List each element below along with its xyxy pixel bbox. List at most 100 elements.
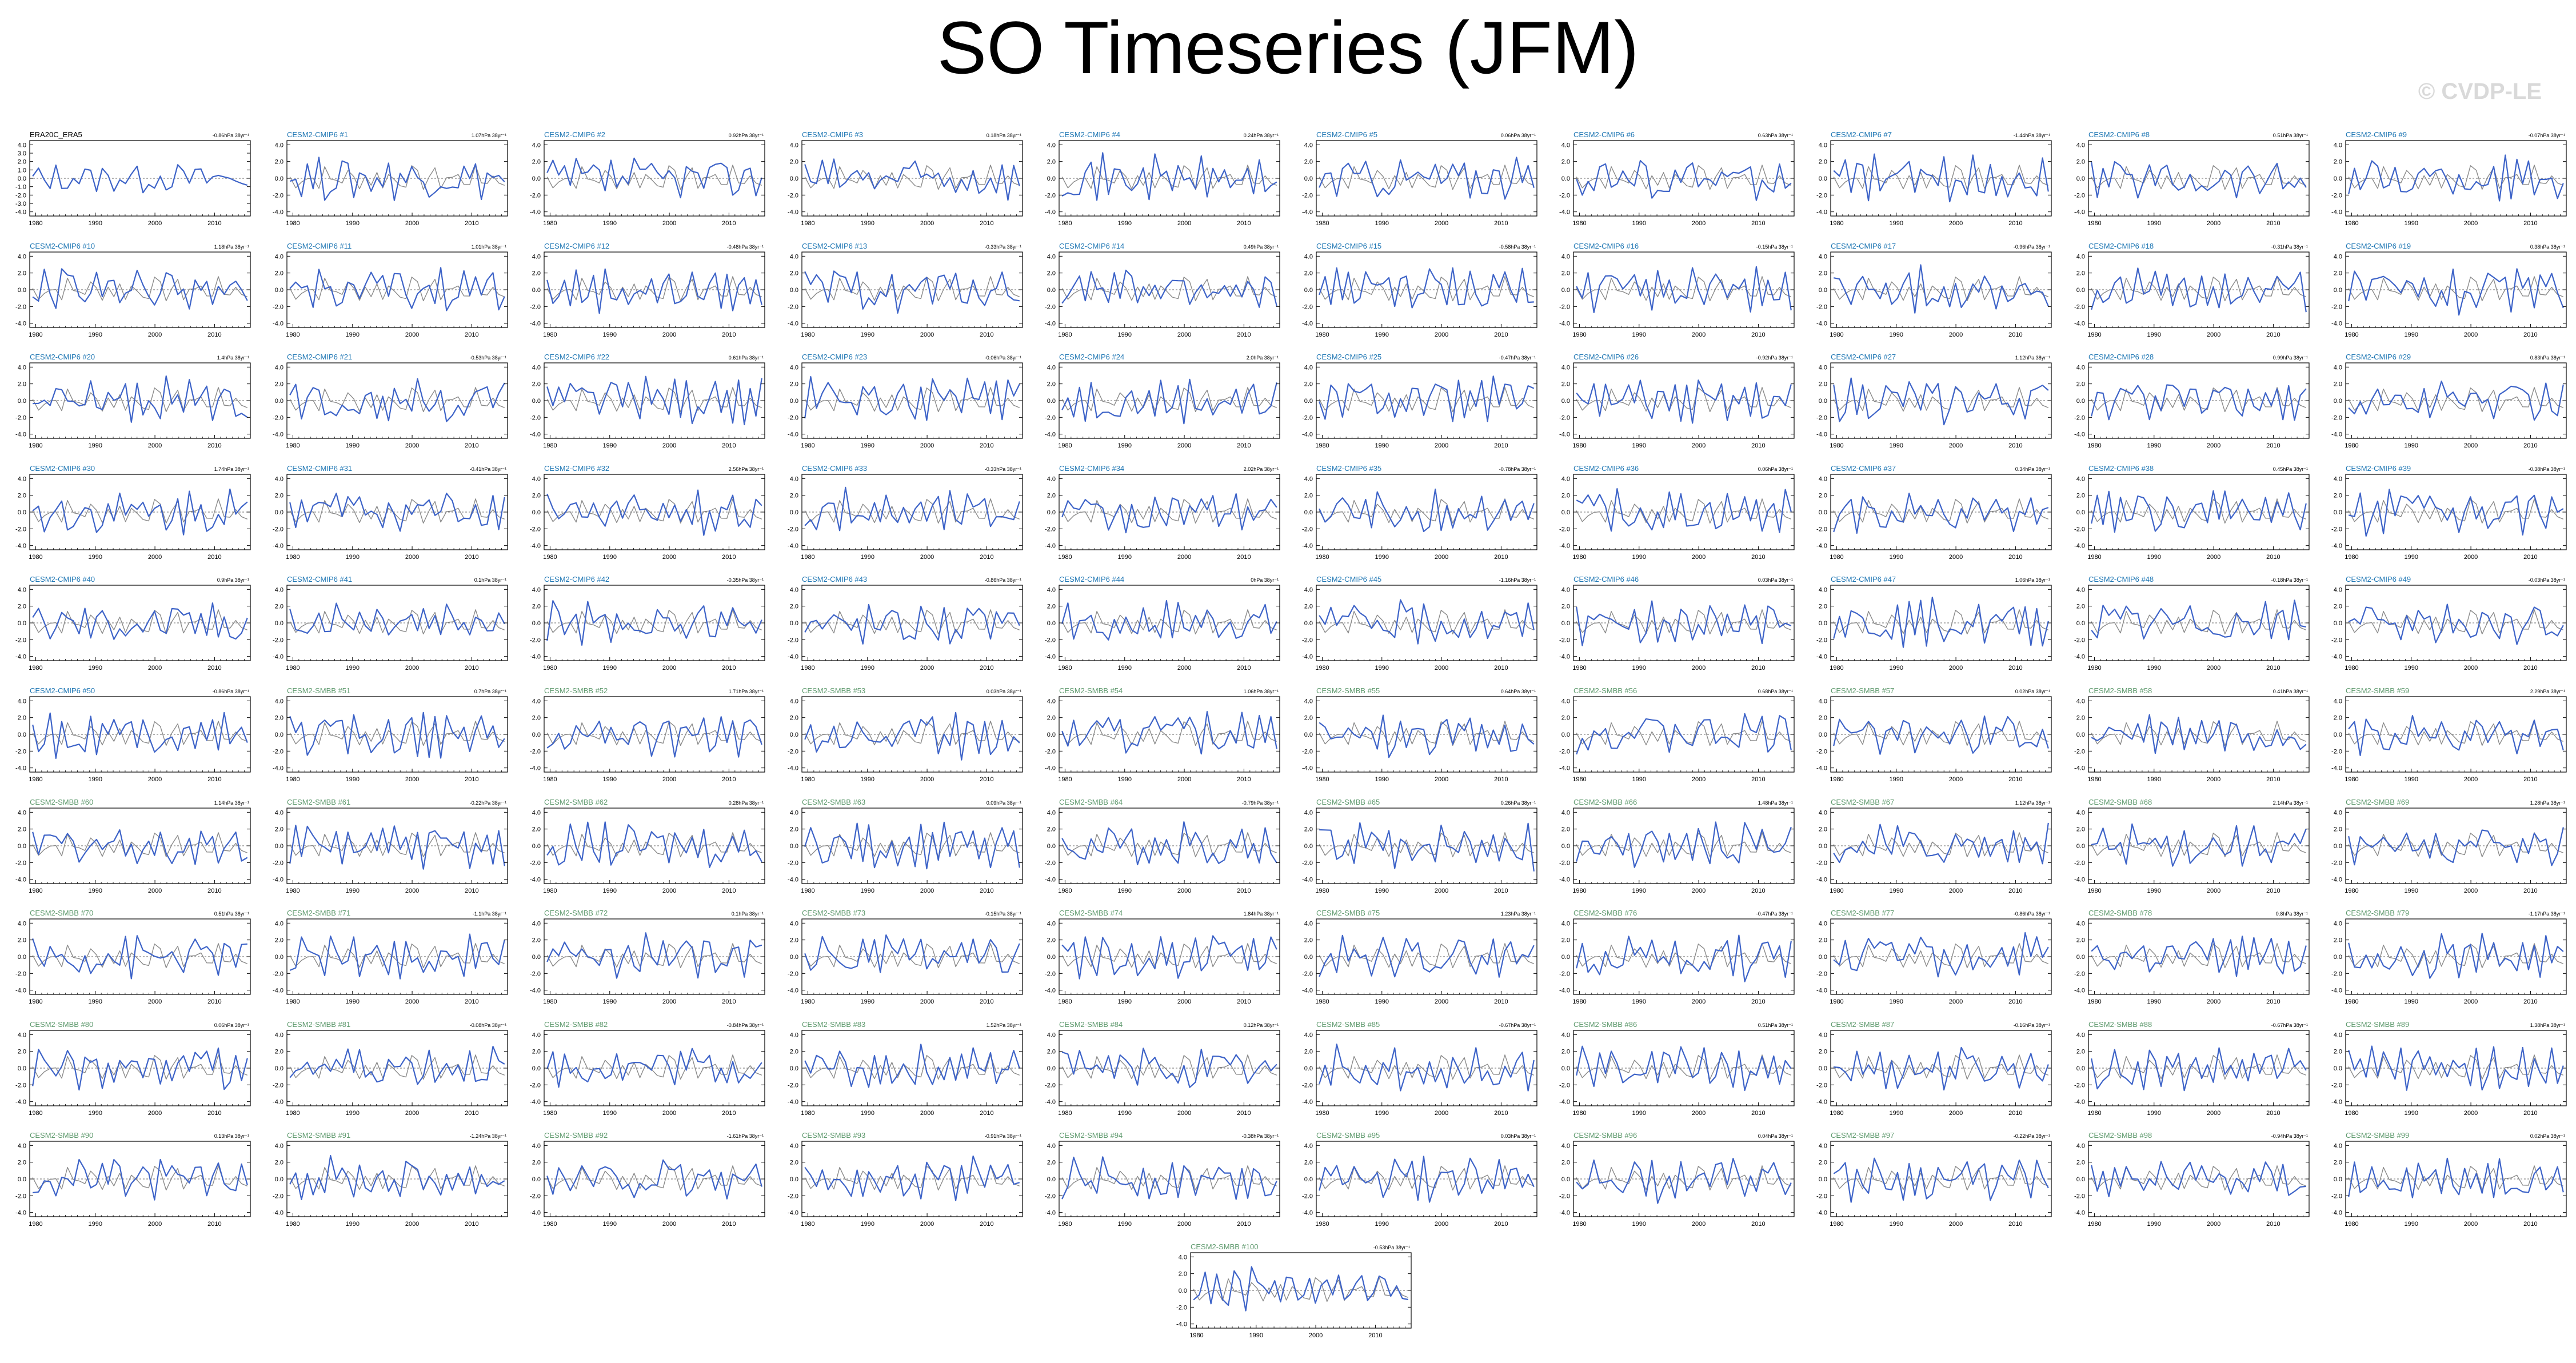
x-tick-label: 1980 — [2087, 331, 2101, 338]
y-tick-label: -4.0 — [1302, 988, 1313, 994]
x-tick-label: 1990 — [2404, 998, 2418, 1005]
member-series-line — [290, 157, 505, 201]
member-series-line — [804, 376, 1020, 421]
y-tick-label: 2.0 — [1304, 937, 1313, 944]
x-tick-label: 2010 — [2523, 442, 2537, 449]
y-tick-label: 0.0 — [1047, 398, 1056, 405]
x-tick-label: 1980 — [1058, 888, 1072, 894]
timeseries-panel: CESM2-CMIP6 #3 0.18hPa 38yr⁻¹ -4.0 -2.0 0.0 2… — [788, 130, 1023, 227]
y-tick-label: 0.0 — [1561, 509, 1570, 516]
member-series-line — [1576, 266, 1792, 313]
y-tick-label: 2.0 — [2076, 603, 2084, 610]
x-tick-label: 2010 — [2266, 888, 2280, 894]
panel-trend-label: 1.14hPa 38yr⁻¹ — [214, 800, 249, 806]
timeseries-panel: CESM2-CMIP6 #24 2.0hPa 38yr⁻¹ -4.0 -2.0 0.0 2… — [1045, 353, 1280, 449]
y-tick-label: -2.0 — [15, 637, 26, 644]
y-tick-label: -4.0 — [273, 876, 283, 883]
member-series-line — [546, 600, 763, 646]
y-tick-label: 2.0 — [18, 1048, 26, 1055]
x-tick-label: 2000 — [148, 998, 162, 1005]
member-series-line — [2348, 715, 2564, 757]
timeseries-panel: CESM2-CMIP6 #43 -0.86hPa 38yr⁻¹ -4.0 -2.0 0.… — [788, 575, 1023, 671]
panel-title: CESM2-CMIP6 #23 — [802, 353, 867, 361]
x-tick-label: 2010 — [207, 998, 221, 1005]
x-tick-label: 2010 — [1494, 220, 1508, 227]
member-series-line — [289, 492, 506, 532]
y-tick-label: 0.0 — [1819, 175, 1827, 182]
x-tick-label: 1990 — [2147, 442, 2160, 449]
panel-title: CESM2-CMIP6 #3 — [802, 130, 863, 139]
x-tick-label: 1980 — [1058, 442, 1072, 449]
x-tick-label: 1990 — [2404, 442, 2418, 449]
x-tick-label: 2000 — [1949, 554, 1963, 561]
panel-trend-label: -0.38hPa 38yr⁻¹ — [2529, 466, 2565, 472]
x-tick-label: 1980 — [29, 776, 42, 783]
member-series-line — [1061, 711, 1277, 755]
x-tick-label: 2010 — [2009, 442, 2023, 449]
panel-trend-label: 0.1hPa 38yr⁻¹ — [732, 911, 764, 917]
y-tick-label: 0.0 — [275, 175, 283, 182]
panel-trend-label: 1.23hPa 38yr⁻¹ — [1501, 911, 1536, 917]
y-tick-label: 0.0 — [532, 175, 541, 182]
member-series-line — [546, 716, 763, 758]
x-tick-label: 2010 — [2009, 665, 2023, 671]
x-tick-label: 1980 — [544, 554, 557, 561]
panel-title: CESM2-CMIP6 #28 — [2088, 353, 2154, 361]
x-tick-label: 1990 — [860, 331, 874, 338]
timeseries-panel: CESM2-SMBB #77 -0.86hPa 38yr⁻¹ -4.0 -2.0 0.0… — [1816, 909, 2052, 1005]
panel-title: CESM2-CMIP6 #29 — [2346, 353, 2411, 361]
observed-series-line — [1319, 943, 1535, 969]
y-tick-label: 2.0 — [1047, 159, 1056, 166]
member-series-line — [32, 488, 248, 535]
observed-series-line — [1576, 609, 1792, 635]
y-tick-label: -4.0 — [530, 988, 541, 994]
x-tick-label: 1980 — [1830, 888, 1844, 894]
x-tick-label: 2010 — [207, 665, 221, 671]
x-tick-label: 2010 — [1494, 998, 1508, 1005]
y-tick-label: -4.0 — [15, 209, 26, 216]
x-tick-label: 2000 — [920, 442, 933, 449]
x-tick-label: 1980 — [1315, 998, 1329, 1005]
y-tick-label: 2.0 — [789, 715, 798, 722]
x-tick-label: 1980 — [2087, 554, 2101, 561]
observed-series-line — [1576, 275, 1792, 301]
panel-title: CESM2-SMBB #64 — [1059, 798, 1123, 806]
x-tick-label: 2000 — [920, 331, 933, 338]
x-tick-label: 1990 — [89, 442, 102, 449]
y-tick-label: 2.0 — [2334, 937, 2342, 944]
panel-trend-label: 1.06hPa 38yr⁻¹ — [1244, 689, 1279, 694]
timeseries-panel: CESM2-CMIP6 #16 -0.15hPa 38yr⁻¹ -4.0 -2.0 0.… — [1559, 242, 1795, 338]
timeseries-panel: CESM2-CMIP6 #19 0.38hPa 38yr⁻¹ -4.0 -2.0 0.0… — [2331, 242, 2567, 338]
panel-title: CESM2-CMIP6 #47 — [1831, 575, 1896, 583]
member-series-line — [1319, 157, 1535, 200]
timeseries-panel: CESM2-CMIP6 #8 0.51hPa 38yr⁻¹ -4.0 -2.0 0.0 2… — [2074, 130, 2310, 227]
panel-trend-label: -1.44hPa 38yr⁻¹ — [2014, 133, 2050, 138]
x-tick-label: 2010 — [1751, 665, 1765, 671]
y-tick-label: 4.0 — [275, 587, 283, 594]
y-tick-label: -2.0 — [1559, 526, 1570, 533]
x-tick-label: 2010 — [2266, 442, 2280, 449]
observed-series-line — [1576, 498, 1792, 523]
y-tick-label: -4.0 — [1559, 765, 1570, 772]
x-tick-label: 2010 — [207, 888, 221, 894]
y-tick-label: -4.0 — [1045, 542, 1056, 549]
y-tick-label: -4.0 — [273, 988, 283, 994]
y-tick-label: 2.0 — [275, 715, 283, 722]
x-tick-label: 1980 — [801, 331, 814, 338]
panel-title: CESM2-SMBB #58 — [2088, 686, 2152, 695]
x-tick-label: 1980 — [2345, 331, 2358, 338]
observed-series-line — [804, 609, 1020, 635]
panel-trend-label: 0hPa 38yr⁻¹ — [1251, 577, 1279, 583]
member-series-line — [2091, 823, 2307, 867]
member-series-line — [2090, 267, 2307, 312]
y-tick-label: 4.0 — [275, 253, 283, 260]
y-tick-label: 2.0 — [2076, 492, 2084, 499]
observed-series-line — [2091, 832, 2306, 857]
y-tick-label: 4.0 — [18, 1032, 26, 1038]
panel-trend-label: 0.51hPa 38yr⁻¹ — [2273, 133, 2307, 138]
panel-title: CESM2-SMBB #73 — [802, 909, 865, 917]
x-tick-label: 2010 — [207, 331, 221, 338]
x-tick-label: 1980 — [801, 220, 814, 227]
x-tick-label: 1980 — [801, 888, 814, 894]
y-tick-label: -2.0 — [2331, 526, 2342, 533]
